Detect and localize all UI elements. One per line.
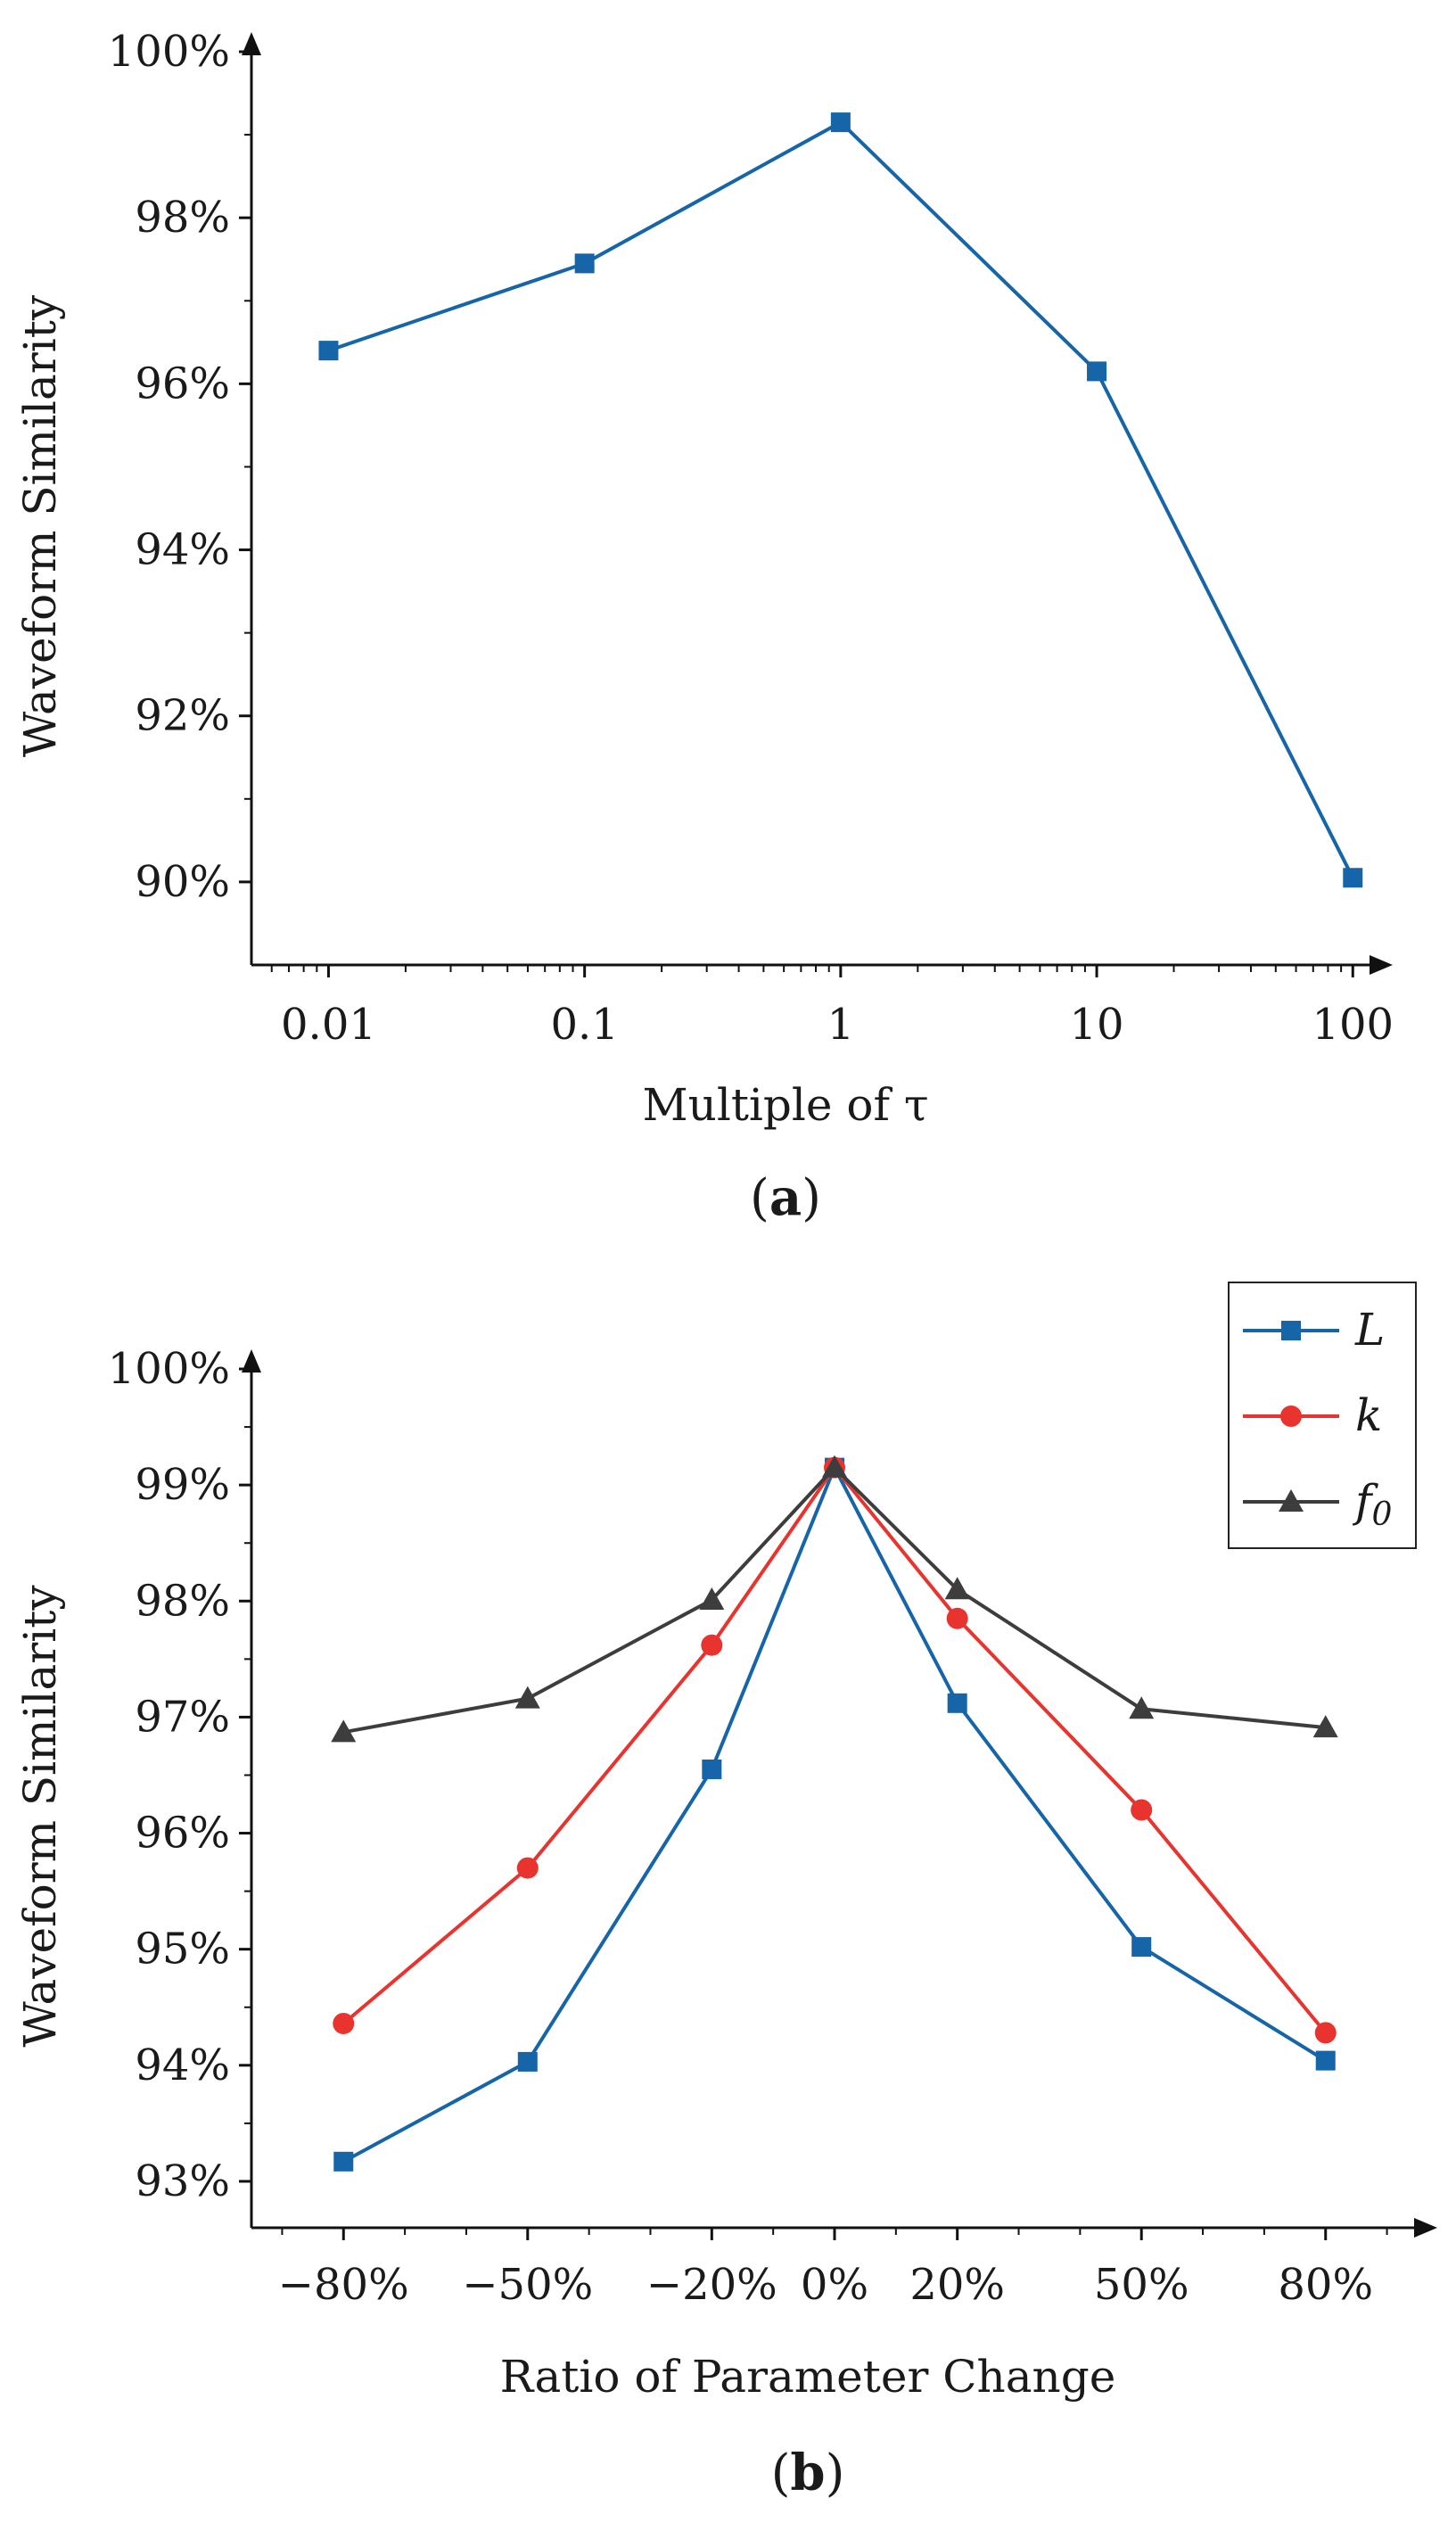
y-axis-title: Waveform Similarity (14, 294, 66, 757)
panel-label-letter: a (769, 1168, 802, 1227)
x-tick-label: 1 (827, 1000, 855, 1050)
legend-label-name: k (1355, 1389, 1382, 1441)
panel-label-close: ) (802, 1169, 821, 1227)
y-tick-label: 95% (135, 1925, 230, 1974)
y-tick-label: 94% (135, 525, 230, 575)
y-tick-label: 100% (108, 27, 230, 77)
legend-marker (1279, 1489, 1304, 1512)
data-point (1343, 868, 1363, 888)
chart-b: 93% 94% 95% 96% 97% 98% 99% 100% −80% −50% −20% 0% 2… (14, 1282, 1437, 2502)
legend-label: L (1354, 1304, 1385, 1356)
data-point (333, 2151, 354, 2172)
panel-label: (a) (750, 1168, 821, 1227)
panel-label-open: ( (771, 2444, 791, 2502)
data-point (514, 1686, 540, 1709)
data-point (318, 341, 339, 361)
data-point (830, 112, 851, 133)
x-tick-label: 0.01 (281, 1000, 376, 1050)
data-point (946, 1607, 968, 1629)
data-point (517, 2051, 538, 2072)
chart-a: 90% 92% 94% 96% 98% 100% 0.01 0.1 1 10 100 Multiple… (14, 27, 1394, 1227)
y-axis-arrow (242, 1349, 261, 1373)
data-point (1129, 1696, 1155, 1719)
data-point (1131, 1799, 1153, 1821)
data-point (699, 1587, 725, 1610)
y-tick-label: 96% (135, 359, 230, 408)
legend-label: k (1355, 1389, 1382, 1441)
y-tick-label: 94% (135, 2040, 230, 2090)
y-tick-label: 99% (135, 1460, 230, 1510)
data-point (1312, 1715, 1338, 1738)
x-tick-label: 50% (1094, 2260, 1189, 2310)
y-axis-arrow (242, 32, 261, 55)
x-tick-label: −80% (278, 2260, 409, 2310)
x-tick-label: −20% (646, 2260, 777, 2310)
x-tick-label: 20% (909, 2260, 1005, 2310)
legend-marker (1280, 1406, 1302, 1427)
data-point (574, 253, 595, 274)
x-tick-label: 100 (1312, 1000, 1394, 1050)
x-tick-label: 10 (1070, 1000, 1124, 1050)
data-point (702, 1759, 722, 1779)
series-line-k (342, 1465, 1328, 2034)
x-axis-title: Multiple of τ (642, 1079, 928, 1131)
y-tick-label: 98% (135, 1576, 230, 1626)
legend-label-name: L (1354, 1304, 1385, 1356)
x-axis-title: Ratio of Parameter Change (500, 2351, 1116, 2403)
x-tick-label: 80% (1278, 2260, 1373, 2310)
x-axis-arrow (1370, 955, 1393, 975)
data-point (333, 2012, 355, 2034)
y-tick-label: 93% (135, 2156, 230, 2206)
data-point (701, 1634, 723, 1656)
y-tick-label: 92% (135, 691, 230, 741)
y-axis-title: Waveform Similarity (14, 1585, 66, 2048)
data-point (944, 1577, 970, 1600)
y-tick-label: 100% (108, 1344, 230, 1394)
x-axis-arrow (1414, 2218, 1437, 2238)
panel-label-close: ) (826, 2444, 845, 2502)
panel-label-open: ( (750, 1169, 769, 1227)
data-point (1314, 2022, 1337, 2044)
data-point (331, 1719, 357, 1743)
x-tick-label: 0% (801, 2260, 868, 2310)
panel-label: (b) (771, 2444, 845, 2502)
legend-label-subscript: 0 (1372, 1496, 1393, 1533)
data-point (947, 1693, 967, 1713)
y-tick-label: 90% (135, 857, 230, 907)
series-line-f (342, 1465, 1326, 1735)
data-point (1131, 1937, 1152, 1958)
panel-label-letter: b (790, 2444, 825, 2502)
y-tick-label: 96% (135, 1809, 230, 1859)
data-point (1315, 2050, 1336, 2071)
data-point (1087, 361, 1107, 382)
legend-marker (1281, 1321, 1301, 1340)
y-tick-label: 98% (135, 193, 230, 243)
y-tick-label: 97% (135, 1692, 230, 1742)
series-line-waveform-similarity (327, 120, 1355, 879)
data-point (516, 1857, 539, 1879)
data-point (822, 1455, 847, 1478)
x-tick-label: −50% (462, 2260, 593, 2310)
x-tick-label: 0.1 (550, 1000, 618, 1050)
series-line-l (342, 1465, 1327, 2164)
